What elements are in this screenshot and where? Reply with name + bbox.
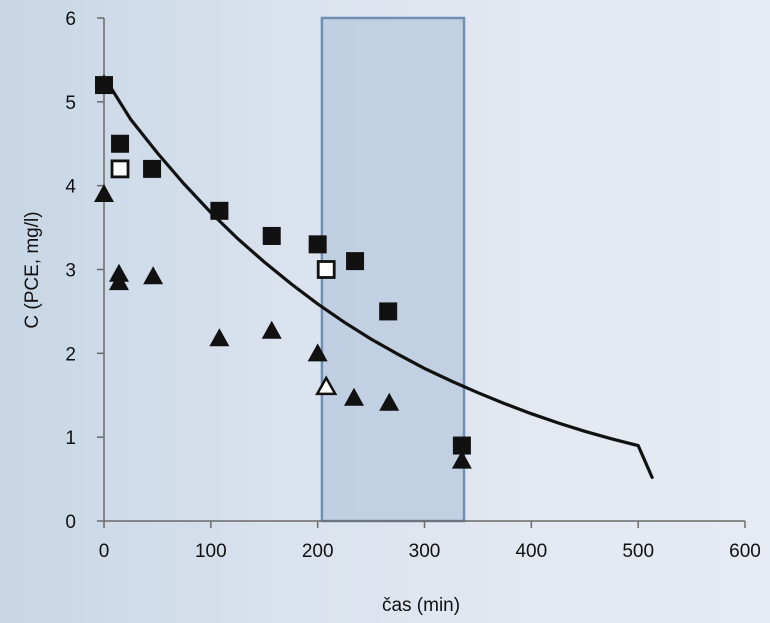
x-tick-label: 0: [99, 541, 110, 562]
data-point-filled-triangle: [94, 184, 114, 203]
data-point-filled-square: [95, 76, 113, 95]
data-point-filled-triangle: [379, 392, 400, 411]
y-tick-label: 2: [65, 344, 76, 365]
data-point-filled-square: [308, 235, 327, 254]
data-point-filled-square: [210, 201, 229, 220]
x-tick-label: 500: [622, 541, 654, 562]
y-tick-label: 4: [65, 177, 76, 198]
y-tick-label: 6: [65, 9, 76, 30]
data-point-filled-square: [111, 134, 130, 153]
y-tick-label: 1: [65, 428, 76, 449]
highlight-region: [320, 16, 466, 523]
x-tick-label: 100: [195, 541, 227, 562]
x-axis-title: čas (min): [382, 595, 460, 616]
data-point-filled-triangle: [143, 266, 164, 285]
data-point-filled-square: [346, 252, 365, 271]
data-point-filled-triangle: [261, 320, 282, 339]
data-point-filled-square: [143, 159, 162, 178]
data-point-open-square: [316, 260, 336, 279]
data-point-filled-square: [379, 302, 398, 321]
x-tick-label: 200: [302, 541, 334, 562]
data-point-filled-triangle: [108, 272, 129, 291]
data-point-filled-square: [262, 226, 281, 245]
y-axis-title: C (PCE, mg/l): [22, 211, 43, 328]
y-tick-label: 3: [65, 261, 76, 282]
x-tick-label: 300: [409, 541, 441, 562]
data-point-filled-triangle: [209, 328, 230, 347]
data-point-open-square: [110, 159, 130, 179]
x-tick-label: 400: [515, 541, 547, 562]
data-point-filled-triangle: [343, 387, 364, 406]
fit-curve: [102, 75, 654, 479]
data-point-open-triangle: [315, 375, 338, 396]
data-point-filled-triangle: [307, 343, 328, 362]
data-point-filled-square: [452, 436, 471, 455]
data-point-filled-triangle: [451, 450, 472, 469]
y-tick-label: 0: [65, 512, 76, 533]
x-tick-label: 600: [729, 541, 761, 562]
y-tick-label: 5: [65, 93, 76, 114]
